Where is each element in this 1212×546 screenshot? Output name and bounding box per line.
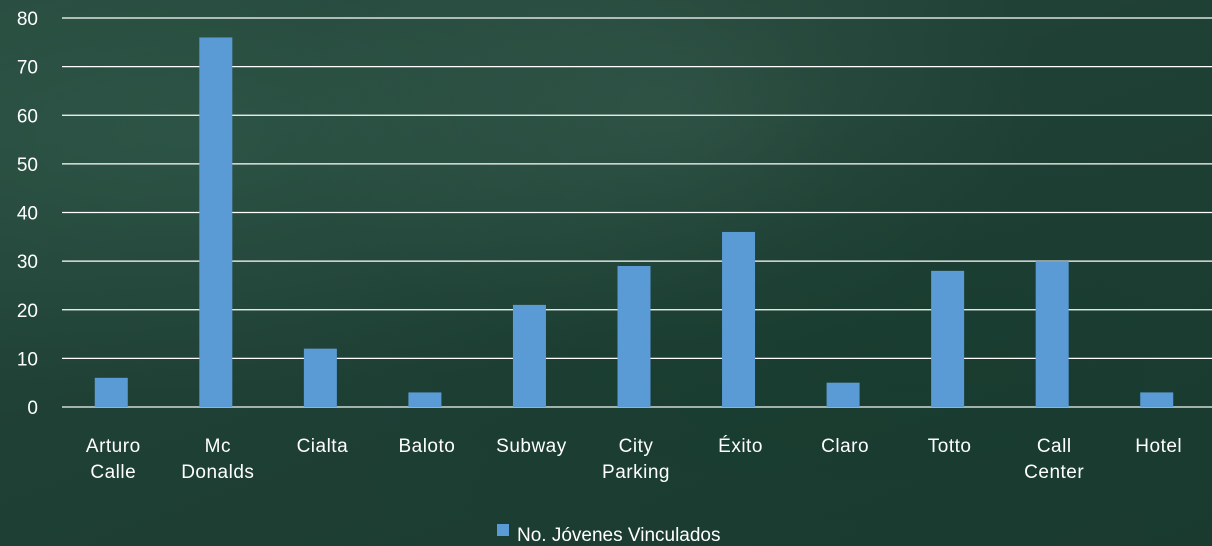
x-tick-label: Hotel: [1135, 436, 1182, 457]
legend: No. Jóvenes Vinculados: [497, 524, 721, 546]
bar: [94, 377, 128, 407]
bar: [617, 265, 651, 407]
bar: [199, 37, 233, 407]
y-tick-label: 70: [17, 58, 38, 79]
gridlines: [62, 17, 1212, 408]
bar: [512, 304, 546, 407]
bar: [826, 382, 860, 407]
x-tick-label: Subway: [496, 436, 567, 457]
legend-swatch: [497, 524, 509, 536]
bar: [722, 231, 756, 407]
bar: [1035, 261, 1069, 407]
bar: [303, 348, 337, 407]
y-tick-label: 50: [17, 155, 38, 176]
bar: [931, 270, 965, 407]
y-tick-label: 10: [17, 349, 38, 370]
bar: [1140, 392, 1174, 407]
x-tick-label: Cialta: [297, 436, 349, 457]
bars: [94, 37, 1174, 407]
x-tick-label: Claro: [821, 436, 869, 457]
bar: [408, 392, 442, 407]
y-tick-label: 40: [17, 204, 38, 225]
x-tick-label: City Parking: [602, 436, 670, 483]
x-tick-label: Baloto: [398, 436, 455, 457]
x-tick-label: Éxito: [718, 436, 763, 457]
y-tick-label: 20: [17, 301, 38, 322]
x-tick-label: Totto: [928, 436, 972, 457]
y-tick-label: 80: [17, 9, 38, 30]
y-axis-tick-labels: 0 10 20 30 40 50 60 70 80: [17, 9, 38, 419]
x-tick-label: Arturo Calle: [86, 436, 141, 483]
x-tick-label: Mc Donalds: [181, 436, 254, 483]
x-tick-label: Call Center: [1024, 436, 1084, 483]
legend-label: No. Jóvenes Vinculados: [517, 525, 721, 546]
y-tick-label: 0: [27, 398, 38, 419]
y-tick-label: 30: [17, 252, 38, 273]
x-axis-tick-labels: Arturo Calle Mc Donalds Cialta Baloto Subway Ci…: [86, 436, 1182, 483]
y-tick-label: 60: [17, 106, 38, 127]
